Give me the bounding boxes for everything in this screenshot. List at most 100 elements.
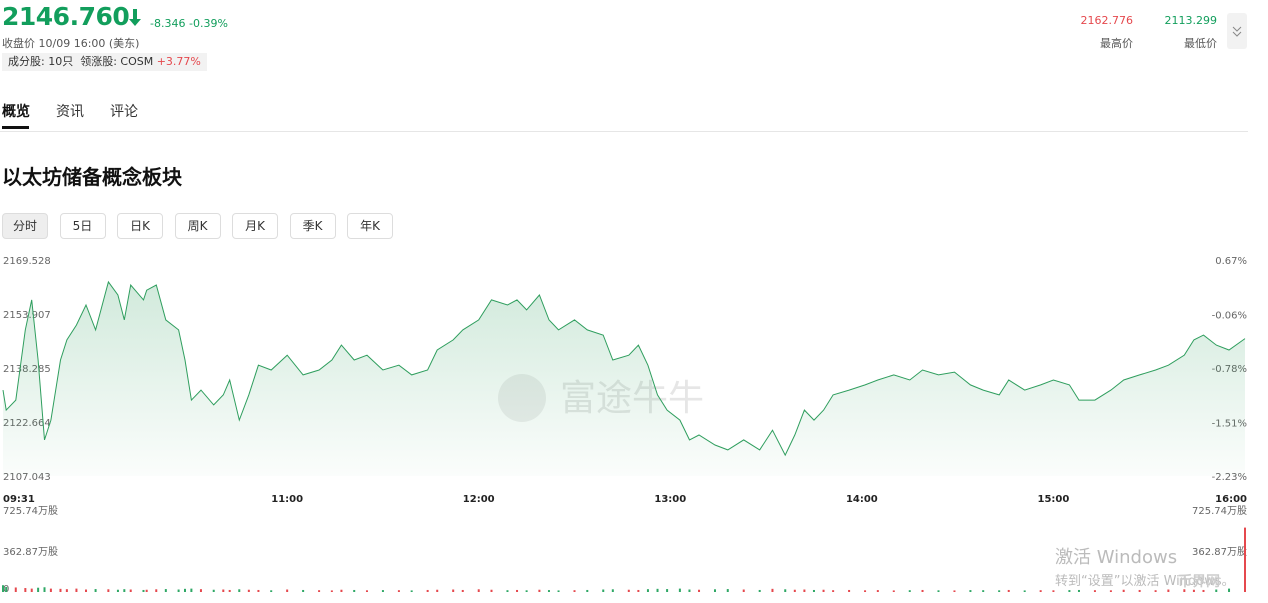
period-button[interactable]: 月K	[232, 213, 278, 239]
period-button[interactable]: 5日	[59, 213, 106, 239]
period-button[interactable]: 周K	[174, 213, 221, 239]
volume-bar	[771, 588, 774, 592]
volume-bar	[381, 590, 384, 592]
volume-bar	[573, 590, 576, 592]
volume-bar	[238, 589, 241, 592]
volume-bar	[365, 590, 368, 592]
chart: 富途牛牛 激活 Windows 转到“设置”以激活 Windows。 币界网 2…	[2, 256, 1247, 595]
volume-bar	[713, 589, 716, 592]
volume-bar	[666, 589, 669, 592]
volume-bar	[586, 589, 589, 592]
y-tick-label: 2169.528	[3, 256, 51, 267]
volume-bar	[436, 589, 439, 592]
y2-tick-label: 0.67%	[1215, 256, 1247, 267]
tab[interactable]: 评论	[110, 104, 138, 120]
tab[interactable]: 概览	[2, 104, 30, 120]
volume-bar	[602, 589, 605, 592]
volume-bar	[953, 590, 956, 592]
period-button[interactable]: 季K	[289, 213, 336, 239]
tab[interactable]: 资讯	[56, 104, 84, 120]
volume-bar	[410, 590, 413, 592]
volume-bar	[75, 588, 78, 592]
volume-bar	[2, 585, 4, 592]
volume-bar	[678, 588, 681, 592]
y2-tick-label: -2.23%	[1212, 472, 1247, 483]
volume-tick-label: 362.87万股	[1192, 546, 1247, 558]
volume-bar	[397, 590, 400, 592]
volume-bar	[822, 589, 825, 592]
volume-bar	[627, 589, 630, 592]
volume-bar	[1183, 589, 1186, 592]
volume-bar	[59, 588, 62, 592]
constituents: 成分股: 10只	[8, 55, 74, 68]
price-change-pct: -0.39%	[189, 17, 228, 30]
volume-bar	[784, 589, 787, 592]
volume-tick-label: 725.74万股	[1192, 505, 1247, 517]
divider	[0, 131, 1248, 132]
price-line	[2, 280, 1246, 457]
volume-bar	[247, 589, 250, 592]
volume-bar	[129, 589, 132, 592]
volume-bar	[183, 588, 186, 592]
period-button[interactable]: 日K	[117, 213, 163, 239]
volume-bar	[257, 589, 260, 592]
volume-bar	[426, 589, 429, 592]
volume-bar	[85, 589, 88, 592]
volume-bar	[123, 589, 126, 592]
volume-bar	[164, 589, 167, 592]
volume-bar	[94, 589, 97, 592]
volume-bar	[286, 589, 289, 592]
volume-bar	[228, 589, 231, 592]
site-watermark: 币界网	[1178, 574, 1220, 590]
period-button[interactable]: 分时	[2, 213, 48, 239]
volume-bar	[982, 590, 985, 592]
volume-bar	[318, 590, 321, 592]
volume-bar	[145, 589, 148, 592]
volume-bar	[525, 590, 528, 592]
volume-bar	[1039, 590, 1042, 592]
volume-bar	[107, 589, 110, 592]
close-info: 收盘价 10/09 16:00 (美东)	[2, 37, 140, 50]
volume-tick-label: 362.87万股	[3, 546, 58, 558]
volume-bar	[1077, 589, 1080, 592]
expand-button[interactable]	[1227, 13, 1247, 49]
price-area	[3, 281, 1245, 476]
x-tick-label: 12:00	[463, 494, 495, 505]
volume-bar	[5, 586, 8, 592]
volume-bar	[24, 588, 27, 592]
x-tick-label: 16:00	[1215, 494, 1247, 505]
low-price: 2113.299	[1164, 14, 1218, 27]
volume-bar	[637, 589, 640, 592]
volume-bar	[1068, 590, 1071, 592]
volume-bar	[199, 589, 202, 592]
high-price: 2162.776	[1080, 14, 1134, 27]
volume-bar	[516, 589, 519, 592]
windows-watermark: 转到“设置”以激活 Windows。	[1055, 574, 1235, 589]
x-tick-label: 09:31	[3, 494, 35, 505]
volume-bar	[1154, 590, 1157, 592]
leader: 领涨股: COSM	[80, 55, 154, 68]
high-label: 最高价	[1100, 37, 1133, 50]
volume-bar	[557, 590, 560, 592]
leader-pct: +3.77%	[156, 55, 201, 68]
y2-tick-label: -0.06%	[1212, 310, 1247, 321]
volume-bar	[30, 588, 33, 592]
volume-bar	[452, 589, 455, 592]
volume-bar	[646, 589, 649, 592]
volume-bar	[14, 587, 17, 592]
volume-bar	[698, 589, 701, 592]
y-tick-label: 2153.907	[3, 310, 51, 321]
volume-bar	[864, 590, 867, 592]
windows-watermark: 激活 Windows	[1055, 547, 1177, 568]
tab-underline	[2, 126, 29, 129]
volume-bar	[538, 589, 541, 592]
volume-bar	[302, 589, 305, 592]
chevron-icon	[1232, 26, 1242, 37]
period-button[interactable]: 年K	[347, 213, 393, 239]
volume-bar	[155, 589, 158, 592]
down-arrow-icon	[129, 9, 141, 26]
volume-bar	[1109, 590, 1112, 592]
volume-bar	[921, 589, 924, 592]
x-tick-label: 13:00	[654, 494, 686, 505]
low-label: 最低价	[1184, 37, 1217, 50]
